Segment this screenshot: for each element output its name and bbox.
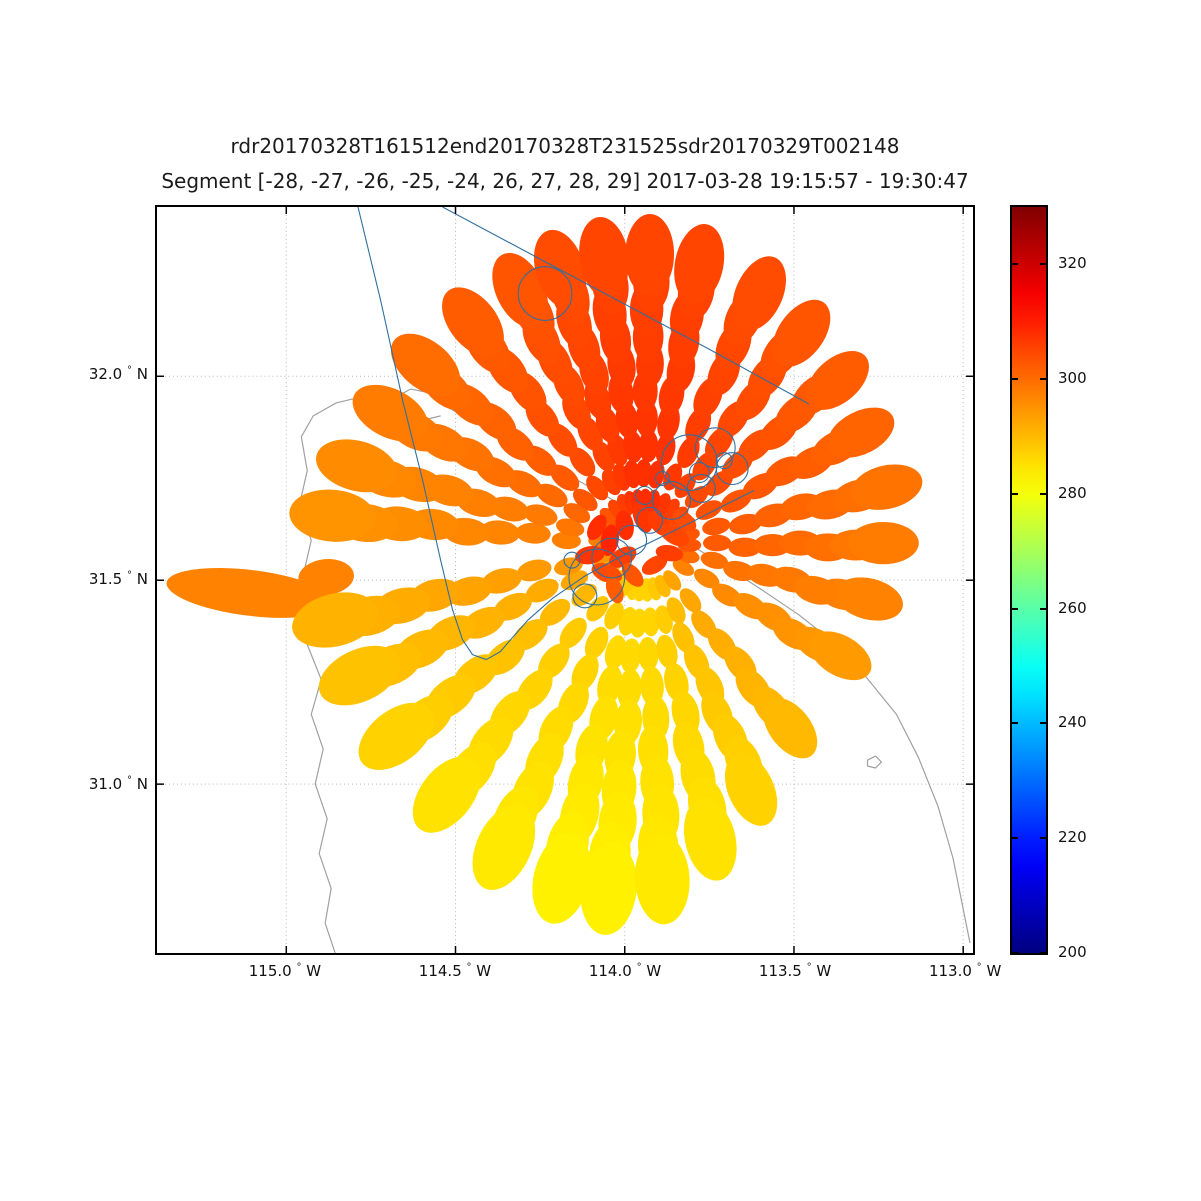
colorbar-tick-label: 300 [1058, 369, 1087, 388]
x-tick-label: 114.0 ° W [588, 962, 662, 980]
y-tick-label: 32.0 ° N [88, 365, 148, 384]
figure-titles: rdr20170328T161512end20170328T231525sdr2… [100, 129, 1030, 199]
colorbar-tick-label: 280 [1058, 483, 1087, 502]
colorbar-tick [1012, 952, 1018, 954]
colorbar-tick [1012, 492, 1018, 495]
colorbar-tick [1040, 263, 1046, 266]
colorbar-tick [1040, 378, 1046, 381]
colorbar-tick-label: 260 [1058, 598, 1087, 617]
colorbar [1010, 205, 1048, 955]
colorbar-tick [1012, 378, 1018, 381]
colorbar-tick-label: 200 [1058, 943, 1087, 961]
x-tick-label: 113.5 ° W [758, 962, 832, 980]
title-line-1: rdr20170328T161512end20170328T231525sdr2… [230, 134, 900, 158]
title-line-2: Segment [-28, -27, -26, -25, -24, 26, 27… [161, 169, 969, 193]
map-svg [157, 207, 973, 953]
colorbar-tick-label: 240 [1058, 713, 1087, 732]
colorbar-tick [1040, 952, 1046, 954]
colorbar-tick-label: 320 [1058, 254, 1087, 273]
colorbar-tick [1040, 837, 1046, 840]
colorbar-tick [1012, 722, 1018, 725]
x-tick-label: 113.0 ° W [928, 962, 1002, 980]
colorbar-tick [1040, 607, 1046, 610]
colorbar-tick [1040, 722, 1046, 725]
x-tick-label: 114.5 ° W [418, 962, 492, 980]
x-tick-label: 115.0 ° W [248, 962, 322, 980]
colorbar-tick [1040, 492, 1046, 495]
colorbar-tick [1012, 837, 1018, 840]
plot-area [155, 205, 975, 955]
colorbar-tick [1012, 263, 1018, 266]
colorbar-tick [1012, 607, 1018, 610]
colorbar-tick-label: 220 [1058, 828, 1087, 847]
y-tick-label: 31.5 ° N [88, 570, 148, 589]
y-tick-label: 31.0 ° N [88, 775, 148, 794]
colorbar-gradient [1012, 207, 1046, 953]
